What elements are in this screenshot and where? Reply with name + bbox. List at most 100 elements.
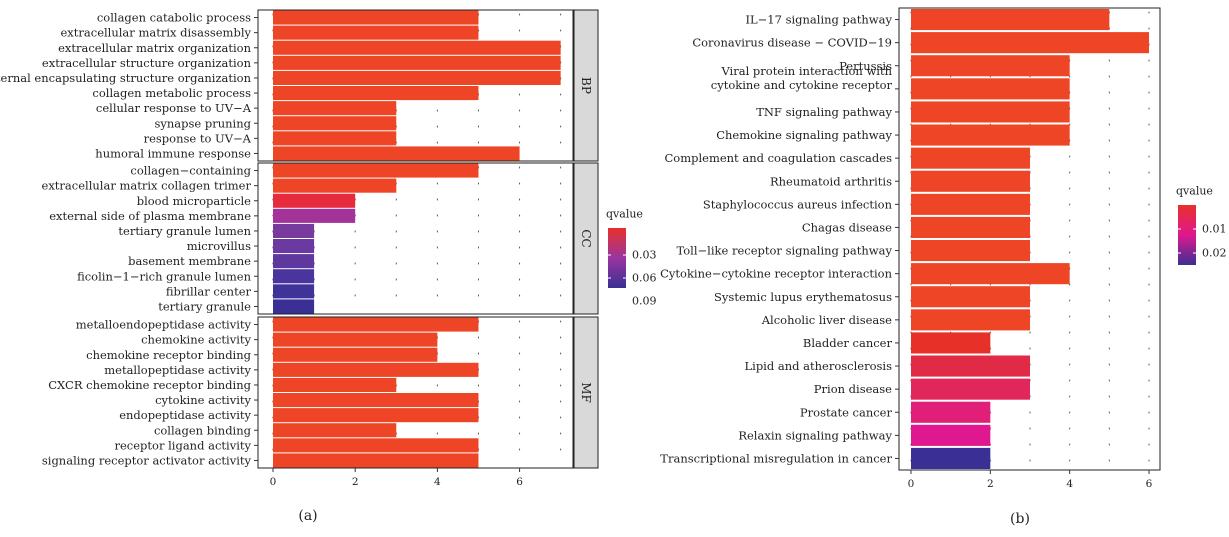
x-tick-label: 2 [352, 476, 359, 488]
category-label: Chemokine signaling pathway [716, 128, 892, 142]
bar [911, 147, 1030, 169]
x-tick-label: 6 [1146, 478, 1153, 490]
legend-tick-label: 0.06 [632, 272, 657, 285]
category-label: receptor ligand activity [115, 438, 252, 452]
x-tick-label: 2 [987, 478, 994, 490]
bar [273, 284, 315, 299]
bar [911, 170, 1030, 192]
legend-tick-label: 0.02 [1202, 247, 1227, 260]
x-tick-label: 0 [270, 476, 277, 488]
bar [273, 10, 479, 25]
category-label: metalloendopeptidase activity [76, 318, 252, 332]
category-label: collagen binding [154, 423, 252, 437]
bar [273, 208, 356, 223]
panel-caption: (a) [298, 508, 317, 524]
bar [273, 317, 479, 332]
bar [273, 438, 479, 453]
category-label: external encapsulating structure organiz… [0, 71, 252, 85]
x-tick-label: 4 [1066, 478, 1073, 490]
x-tick-label: 6 [516, 476, 523, 488]
category-label: Alcoholic liver disease [761, 313, 892, 327]
legend-title: qvalue [606, 208, 643, 221]
category-label: chemokine receptor binding [86, 348, 251, 362]
facet-strip [573, 316, 599, 469]
bar [273, 86, 479, 101]
bar [273, 70, 561, 85]
bar [911, 309, 1030, 331]
bar [911, 32, 1149, 54]
panel-b: IL−17 signaling pathway Coronavirus disea… [660, 7, 1227, 527]
category-label: signaling receptor activator activity [42, 453, 252, 467]
bar [273, 178, 397, 193]
facet-strip [573, 9, 599, 162]
category-label: Toll−like receptor signaling pathway [676, 244, 892, 258]
bar [273, 163, 479, 178]
bar [911, 355, 1030, 377]
facet-strip-label: MF [579, 382, 593, 403]
bar [273, 131, 397, 146]
category-label: extracellular matrix disassembly [60, 26, 251, 40]
legend-tick-label: 0.03 [632, 249, 657, 262]
category-label: external side of plasma membrane [49, 209, 251, 223]
bar [911, 193, 1030, 215]
category-label: humoral immune response [95, 146, 251, 160]
bar [911, 447, 991, 469]
category-label: cellular response to UV−A [96, 101, 252, 115]
category-label: extracellular matrix collagen trimer [42, 179, 252, 193]
category-label: chemokine activity [141, 333, 251, 347]
bar [273, 423, 397, 438]
facet-strip [573, 162, 599, 315]
category-label: Relaxin signaling pathway [738, 428, 892, 442]
legend-tick-label: 0.09 [632, 295, 657, 308]
category-label: Viral protein interaction with cytokine a… [711, 64, 893, 92]
category-label: Cytokine−cytokine receptor interaction [660, 267, 892, 281]
bar [911, 424, 991, 446]
bar [273, 193, 356, 208]
bar [911, 216, 1030, 238]
bar [273, 362, 479, 377]
category-label: collagen−containing [130, 164, 251, 178]
category-label: blood microparticle [137, 194, 251, 208]
bar [273, 453, 479, 468]
category-label: metallopeptidase activity [104, 363, 251, 377]
category-label: Chagas disease [802, 220, 892, 234]
legend-colorbar [608, 228, 626, 288]
category-label: Complement and coagulation cascades [664, 151, 892, 165]
category-label: microvillus [187, 239, 251, 253]
bar [273, 408, 479, 423]
category-label: Prion disease [814, 382, 892, 396]
category-label: Staphylococcus aureus infection [703, 197, 893, 211]
bar [911, 401, 991, 423]
category-label: tertiary granule [158, 299, 251, 313]
category-label: fibrillar center [166, 284, 252, 298]
category-label: TNF signaling pathway [756, 105, 892, 119]
bar [911, 124, 1070, 146]
category-label: basement membrane [128, 254, 251, 268]
bar [273, 25, 479, 40]
bar [911, 101, 1070, 123]
x-tick-label: 4 [434, 476, 441, 488]
legend-colorbar [1178, 205, 1196, 265]
panel-caption: (b) [1010, 511, 1030, 527]
bar [911, 240, 1030, 262]
category-label: Pertussis [839, 59, 892, 73]
x-tick-label: 0 [908, 478, 915, 490]
bar [273, 269, 315, 284]
category-label: IL−17 signaling pathway [745, 13, 892, 27]
legend-title: qvalue [1176, 185, 1213, 198]
category-label: Rheumatoid arthritis [770, 174, 892, 188]
bar [911, 332, 991, 354]
bar [273, 347, 438, 362]
category-label: cytokine activity [155, 393, 251, 407]
category-label: Lipid and atherosclerosis [745, 359, 893, 373]
bar [273, 377, 397, 392]
category-label: Coronavirus disease − COVID−19 [692, 36, 892, 50]
bar [273, 40, 561, 55]
bar [273, 55, 561, 70]
category-label: tertiary granule lumen [118, 224, 251, 238]
panel-a: collagen catabolic processextracellular … [0, 9, 657, 524]
category-label: extracellular matrix organization [58, 41, 252, 55]
bar [273, 393, 479, 408]
